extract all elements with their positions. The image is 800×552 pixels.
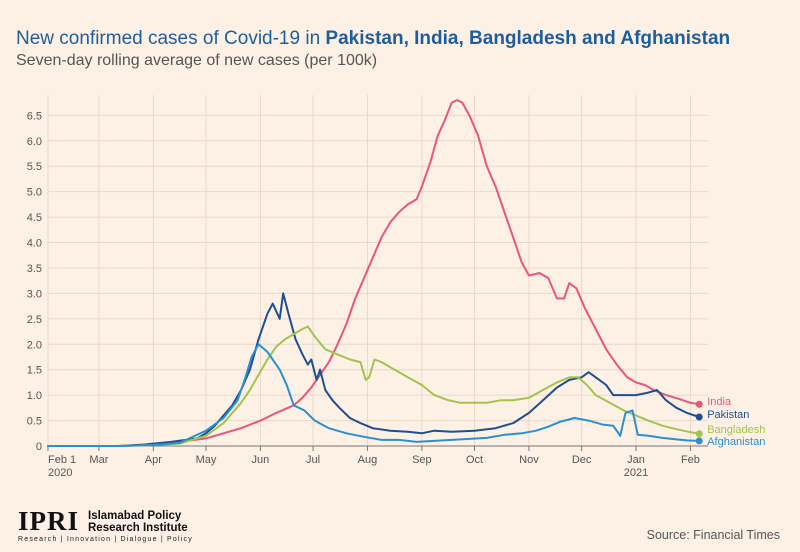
- y-tick-label: 4.0: [27, 238, 42, 250]
- y-tick-label: 1.5: [27, 365, 42, 377]
- y-tick-label: 0.5: [27, 416, 42, 428]
- series-line-bangladesh: [47, 325, 701, 447]
- x-tick-year-label: 2020: [48, 467, 72, 479]
- x-tick-label: Nov: [519, 454, 539, 466]
- x-tick-label: Oct: [466, 454, 483, 466]
- chart-subtitle: Seven-day rolling average of new cases (…: [16, 52, 378, 69]
- x-tick-label: Aug: [358, 454, 378, 466]
- series-line-india: [47, 99, 701, 447]
- y-tick-label: 2.5: [27, 314, 42, 326]
- x-tick-year-label: 2021: [624, 467, 648, 479]
- series-label-india: India: [707, 396, 732, 408]
- x-tick-label: Jun: [252, 454, 270, 466]
- y-tick-label: 6.5: [27, 110, 42, 122]
- series-end-dot-india: [695, 400, 703, 408]
- x-tick-label: Sep: [412, 454, 432, 466]
- y-tick-label: 3.5: [27, 263, 42, 275]
- logo-tagline: Research | Innovation | Dialogue | Polic…: [18, 536, 193, 543]
- y-tick-label: 0: [36, 441, 42, 453]
- series-end-dot-pakistan: [695, 413, 703, 421]
- logo-mark: IPRI: [18, 506, 80, 536]
- logo-name: Islamabad Policy Research Institute: [88, 510, 188, 534]
- x-tick-label: Apr: [145, 454, 162, 466]
- y-tick-label: 5.5: [27, 161, 42, 173]
- y-tick-label: 3.0: [27, 288, 42, 300]
- series-label-bangladesh: Bangladesh: [707, 424, 765, 436]
- y-tick-label: 6.0: [27, 136, 42, 148]
- x-tick-label: Feb 1: [48, 454, 76, 466]
- y-tick-label: 2.0: [27, 339, 42, 351]
- x-tick-label: Jul: [306, 454, 320, 466]
- series-label-afghanistan: Afghanistan: [707, 436, 765, 448]
- x-tick-label: May: [196, 454, 217, 466]
- x-tick-label: Jan: [627, 454, 645, 466]
- x-tick-label: Dec: [572, 454, 592, 466]
- y-tick-label: 1.0: [27, 390, 42, 402]
- series-label-pakistan: Pakistan: [707, 409, 749, 421]
- series-end-dot-bangladesh: [695, 430, 703, 438]
- x-tick-label: Mar: [89, 454, 108, 466]
- y-tick-label: 4.5: [27, 212, 42, 224]
- y-tick-label: 5.0: [27, 187, 42, 199]
- source-note: Source: Financial Times: [646, 528, 780, 542]
- x-tick-label: Feb: [681, 454, 700, 466]
- chart-title: New confirmed cases of Covid-19 in Pakis…: [16, 28, 731, 49]
- series-end-dot-afghanistan: [695, 437, 703, 445]
- series-line-afghanistan: [47, 343, 701, 447]
